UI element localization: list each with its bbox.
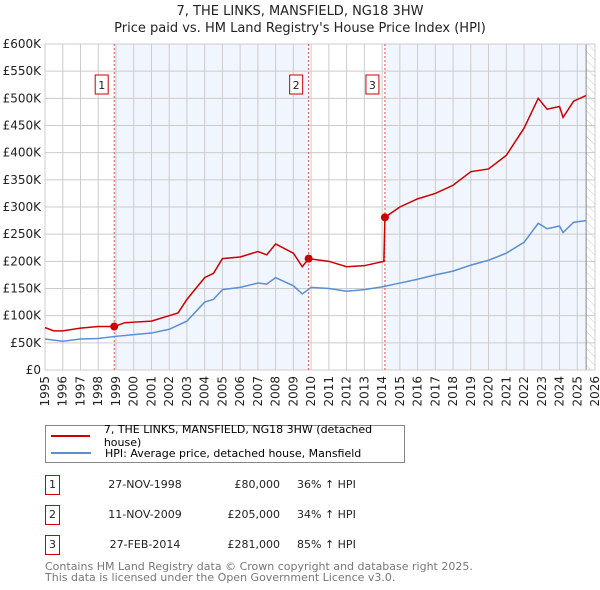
y-tick-label: £50K [10, 336, 42, 350]
y-tick-label: £300K [3, 200, 43, 214]
sale-date: 27-NOV-1998 [108, 478, 182, 491]
legend-label: 7, THE LINKS, MANSFIELD, NG18 3HW (detac… [103, 423, 373, 449]
sale-point-2 [304, 254, 313, 263]
y-tick-label: £350K [3, 173, 43, 187]
sale-price: £281,000 [227, 538, 281, 551]
sale-hpi: 85% ↑ HPI [297, 538, 356, 551]
x-tick-label: 2009 [286, 376, 300, 407]
legend-item-hpi: HPI: Average price, detached house, Mans… [46, 445, 361, 461]
legend-swatch-blue [51, 452, 91, 454]
x-tick-label: 1995 [38, 376, 52, 407]
x-tick-label: 2008 [269, 376, 283, 407]
y-tick-label: £0 [26, 363, 41, 377]
y-tick-label: £150K [3, 282, 43, 296]
x-tick-label: 2025 [570, 376, 584, 407]
sale-price: £80,000 [234, 478, 281, 491]
hpi-line [44, 219, 587, 342]
sale-row-1: 1 27-NOV-1998 £80,000 36% ↑ HPI [45, 475, 445, 495]
sale-row-3: 3 27-FEB-2014 £281,000 85% ↑ HPI [45, 535, 445, 555]
sale-point-3 [380, 213, 389, 222]
x-tick-label: 2022 [517, 376, 531, 407]
x-tick-label: 2016 [411, 376, 425, 407]
sale-hpi: 34% ↑ HPI [297, 508, 356, 521]
sale-marker-box [365, 74, 380, 95]
x-tick-label: 2011 [322, 376, 336, 407]
x-tick-label: 2007 [251, 376, 265, 407]
y-tick-label: £550K [3, 64, 43, 78]
x-tick-label: 2014 [375, 376, 389, 407]
y-tick-label: £100K [3, 309, 43, 323]
x-tick-label: 2006 [233, 376, 247, 407]
sale-point-1 [110, 322, 119, 331]
x-tick-label: 2017 [428, 376, 442, 407]
x-tick-label: 2003 [180, 376, 194, 407]
sale-marker-label: 2 [293, 79, 300, 92]
y-tick-label: £600K [3, 37, 43, 51]
x-tick-label: 2026 [588, 376, 600, 407]
x-tick-label: 2010 [304, 376, 318, 407]
legend: 7, THE LINKS, MANSFIELD, NG18 3HW (detac… [45, 423, 405, 463]
x-tick-label: 2018 [446, 376, 460, 407]
x-tick-label: 2001 [144, 376, 158, 407]
property-price-line [44, 94, 587, 332]
sale-hpi: 36% ↑ HPI [297, 478, 356, 491]
x-tick-label: 1999 [109, 376, 123, 407]
y-tick-label: £250K [3, 227, 43, 241]
x-tick-label: 2013 [357, 376, 371, 407]
plot-area: £0 £50K £100K £150K £200K £250K £300K £350K £400… [3, 37, 600, 407]
x-tick-label: 2004 [198, 376, 212, 407]
y-tick-label: £500K [3, 91, 43, 105]
x-tick-label: 2021 [499, 376, 513, 407]
x-tick-label: 2012 [340, 376, 354, 407]
plot-border [44, 43, 596, 371]
x-tick-label: 2015 [393, 376, 407, 407]
sale-date: 11-NOV-2009 [108, 508, 182, 521]
sale-marker-label: 1 [45, 475, 60, 495]
footer-copyright: Contains HM Land Registry data © Crown c… [45, 560, 473, 573]
x-tick-label: 2000 [127, 376, 141, 407]
y-tick-label: £450K [3, 119, 43, 133]
chart-subtitle: Price paid vs. HM Land Registry's House … [114, 21, 486, 36]
legend-label: HPI: Average price, detached house, Mans… [105, 446, 362, 460]
sale-marker-label: 3 [369, 79, 376, 92]
legend-item-property: 7, THE LINKS, MANSFIELD, NG18 3HW (detac… [46, 423, 404, 449]
x-tick-label: 1998 [91, 376, 105, 407]
footer-licence: This data is licensed under the Open Gov… [45, 571, 396, 584]
sale-marker-box [94, 74, 109, 95]
x-tick-label: 1997 [73, 376, 87, 407]
x-tick-label: 2019 [464, 376, 478, 407]
x-tick-label: 2020 [482, 376, 496, 407]
x-tick-label: 2005 [215, 376, 229, 407]
y-tick-label: £400K [3, 146, 43, 160]
sale-marker-box [289, 74, 304, 95]
sale-row-2: 2 11-NOV-2009 £205,000 34% ↑ HPI [45, 505, 445, 525]
x-tick-label: 2002 [162, 376, 176, 407]
y-tick-label: £200K [3, 254, 43, 268]
x-tick-label: 2024 [553, 376, 567, 407]
legend-swatch-red [51, 435, 90, 437]
sale-marker-label: 2 [45, 505, 60, 525]
sale-date: 27-FEB-2014 [109, 538, 181, 551]
x-tick-label: 1996 [56, 376, 70, 407]
sale-price: £205,000 [227, 508, 281, 521]
chart-title: 7, THE LINKS, MANSFIELD, NG18 3HW [176, 4, 424, 19]
x-tick-label: 2023 [535, 376, 549, 407]
sale-marker-label: 3 [45, 535, 60, 555]
sale-marker-label: 1 [98, 79, 105, 92]
